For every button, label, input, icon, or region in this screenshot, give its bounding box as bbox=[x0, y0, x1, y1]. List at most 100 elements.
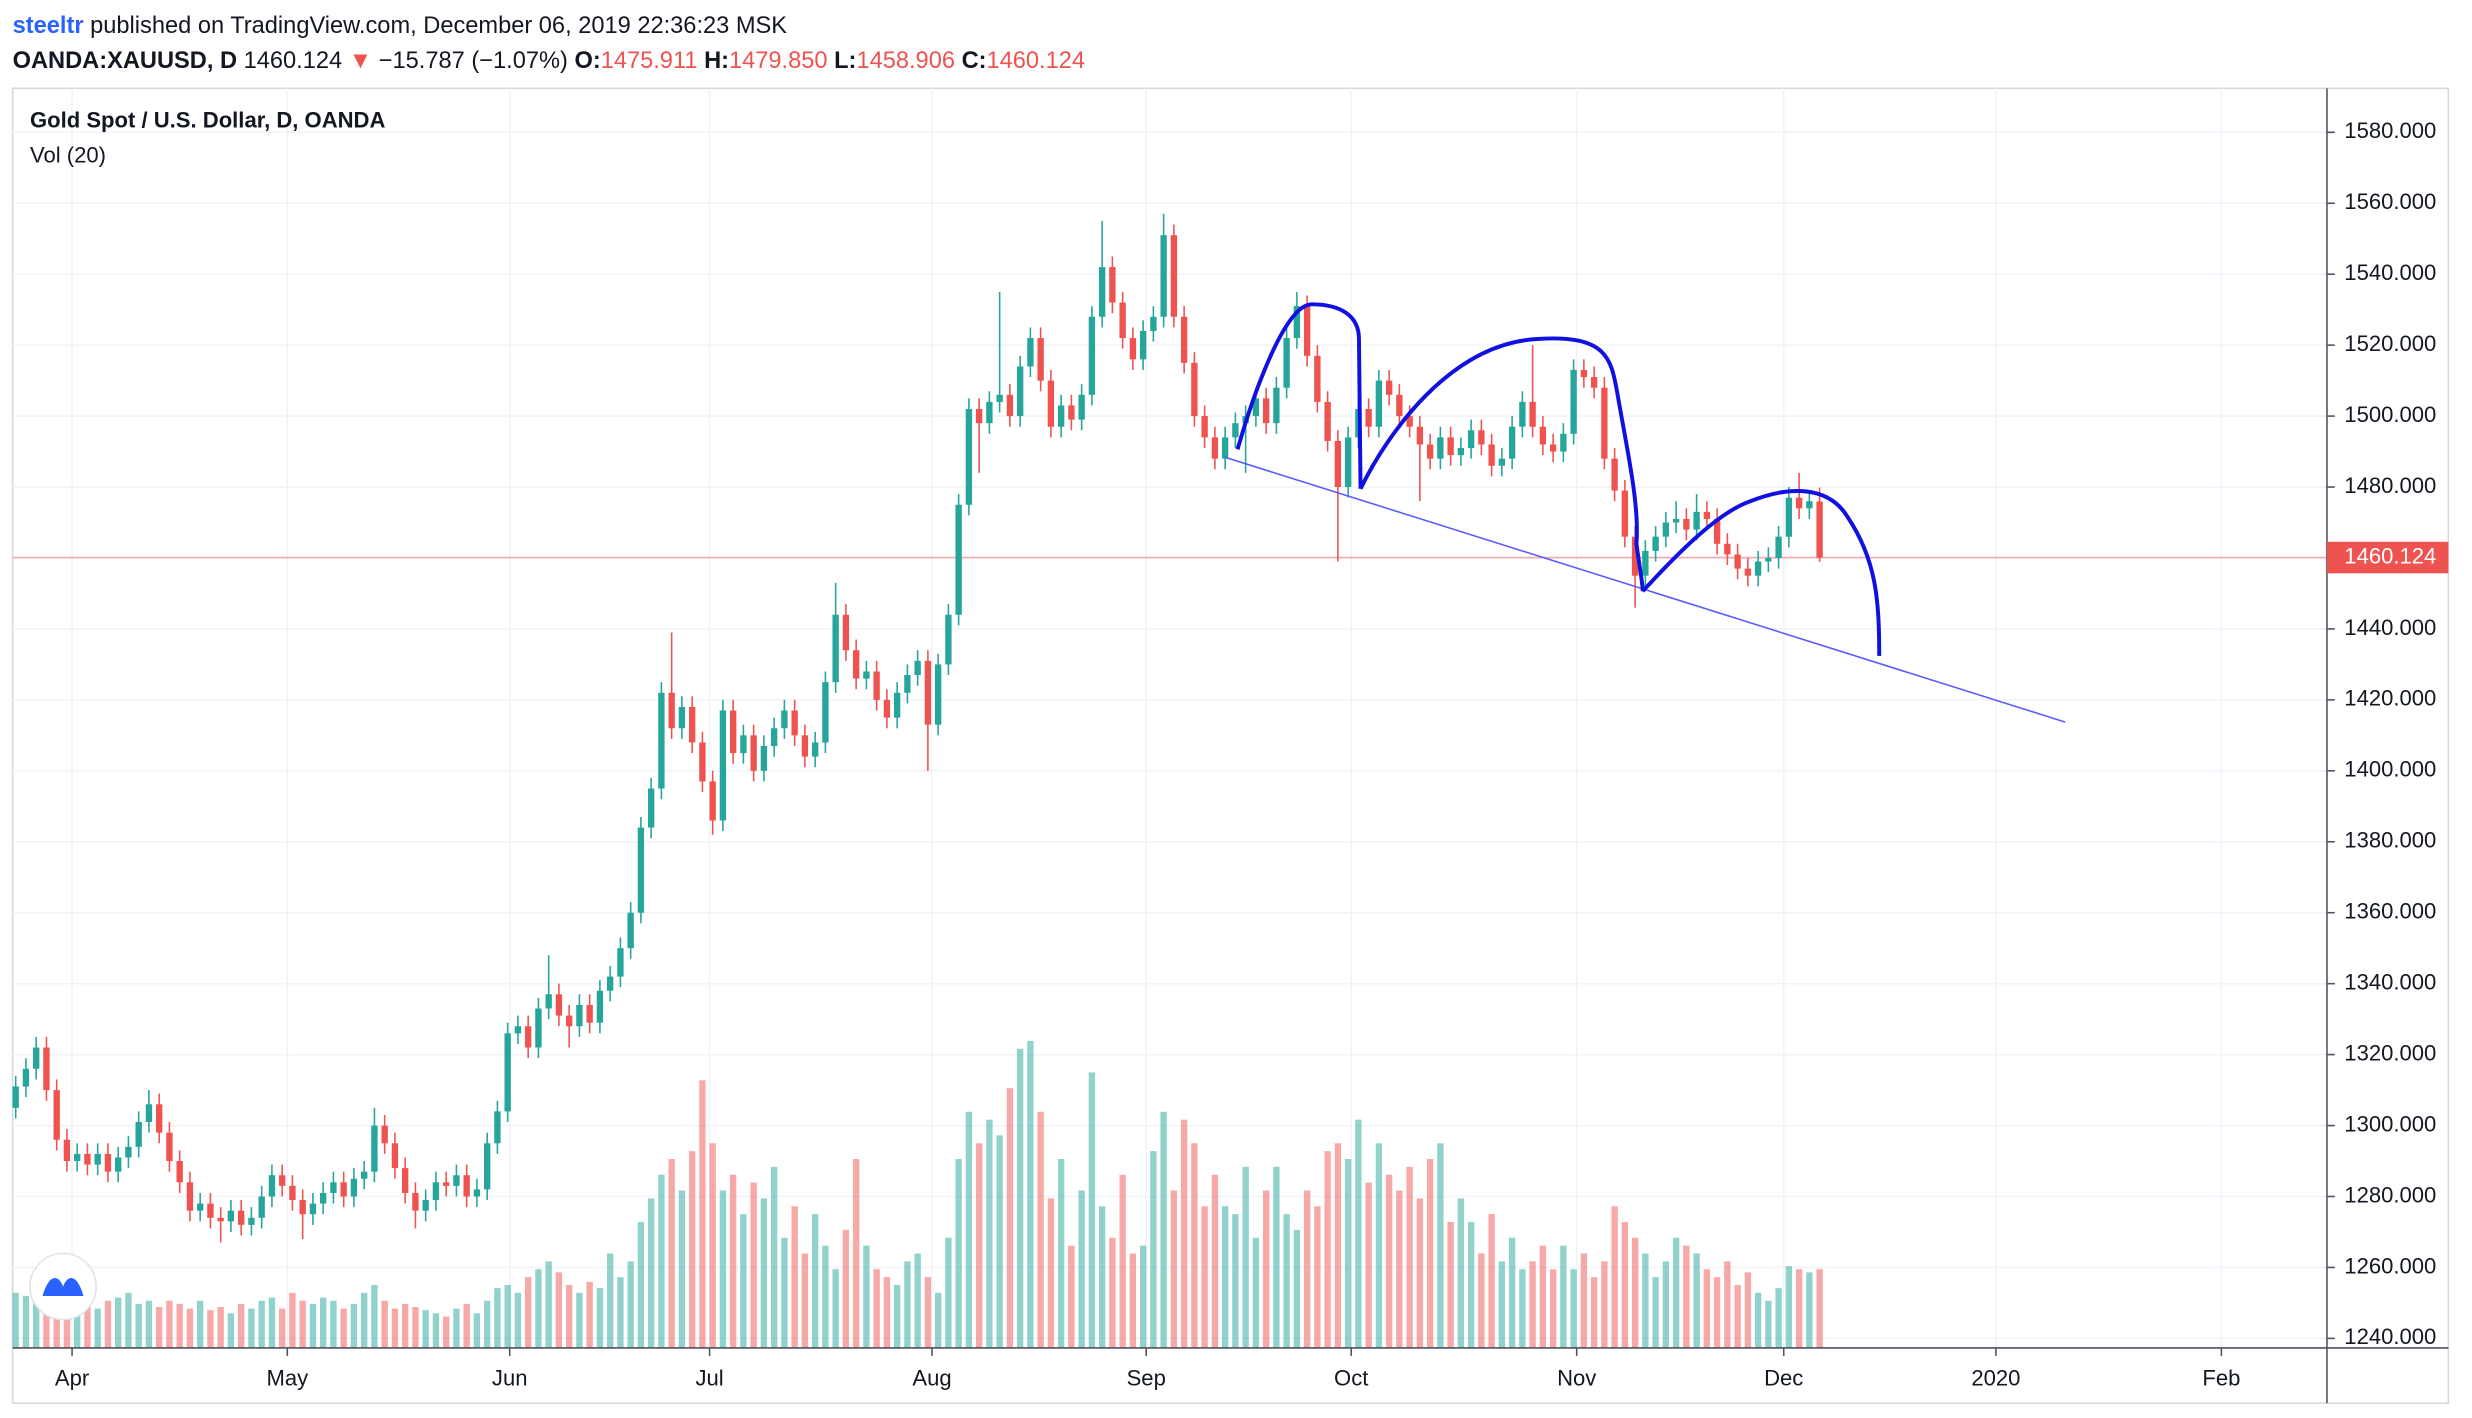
candle-body bbox=[340, 1182, 347, 1197]
arrow: ▼ bbox=[349, 48, 372, 74]
volume-bar bbox=[555, 1272, 563, 1348]
candle-body bbox=[1006, 394, 1014, 417]
volume-bar bbox=[760, 1198, 768, 1348]
volume-bar bbox=[1201, 1206, 1208, 1348]
candle-body bbox=[1611, 458, 1618, 491]
last-price-box bbox=[2326, 541, 2449, 574]
candle-body bbox=[576, 1004, 583, 1027]
volume-bar bbox=[1375, 1143, 1383, 1348]
candle-body bbox=[289, 1185, 296, 1201]
volume-bar bbox=[945, 1237, 952, 1348]
x-tick-label: Feb bbox=[2202, 1365, 2240, 1390]
candle-body bbox=[412, 1192, 419, 1211]
x-tick-label: Apr bbox=[55, 1365, 89, 1390]
volume-bar bbox=[1057, 1159, 1065, 1348]
candle-body bbox=[801, 735, 809, 757]
candle-body bbox=[463, 1175, 470, 1197]
candle-body bbox=[1775, 536, 1782, 558]
candle-body bbox=[1724, 543, 1731, 555]
volume-bar bbox=[781, 1237, 788, 1348]
volume-bar bbox=[883, 1277, 891, 1348]
candle-body bbox=[237, 1210, 245, 1225]
candle-body bbox=[1016, 366, 1024, 417]
volume-bar bbox=[197, 1300, 204, 1348]
candle-body bbox=[494, 1111, 501, 1144]
volume-bar bbox=[1068, 1245, 1075, 1348]
candle-body bbox=[647, 788, 655, 828]
volume-bar bbox=[719, 1190, 727, 1348]
x-tick-label: Jun bbox=[492, 1365, 528, 1390]
volume-bar bbox=[1262, 1190, 1270, 1348]
volume-bar bbox=[1447, 1222, 1454, 1348]
author[interactable]: steeltr bbox=[13, 13, 84, 39]
candle-body bbox=[822, 682, 829, 743]
volume-bar bbox=[1324, 1151, 1331, 1348]
candle-body bbox=[975, 408, 983, 424]
low: 1458.906 bbox=[856, 48, 955, 74]
volume-bar bbox=[1478, 1253, 1485, 1348]
candle-body bbox=[125, 1146, 132, 1158]
candle-body bbox=[1211, 437, 1219, 459]
high: 1479.850 bbox=[729, 48, 828, 74]
volume-bar bbox=[115, 1297, 122, 1348]
volume-bar bbox=[135, 1303, 142, 1348]
candle-body bbox=[197, 1203, 204, 1211]
candle-body bbox=[1375, 380, 1383, 427]
y-tick-label: 1300.000 bbox=[2344, 1111, 2436, 1136]
volume-bar bbox=[371, 1284, 378, 1348]
volume-bar bbox=[873, 1269, 880, 1348]
volume-bar bbox=[770, 1166, 778, 1348]
candle-body bbox=[1519, 401, 1526, 427]
volume-bar bbox=[1180, 1119, 1188, 1348]
candle-body bbox=[186, 1182, 194, 1211]
logo[interactable] bbox=[29, 1252, 97, 1321]
volume-bar bbox=[1519, 1269, 1526, 1348]
curve-right[interactable] bbox=[1641, 489, 1882, 656]
volume-bar bbox=[1109, 1237, 1116, 1348]
candle-body bbox=[63, 1139, 71, 1162]
candle-body bbox=[1816, 501, 1823, 558]
frame bbox=[11, 87, 2450, 1404]
candle-body bbox=[945, 614, 952, 665]
volume-bar bbox=[104, 1300, 112, 1348]
volume-bar bbox=[1611, 1206, 1618, 1348]
curve-head[interactable] bbox=[1358, 336, 1645, 592]
candle-body bbox=[248, 1217, 255, 1225]
volume-bar bbox=[1139, 1245, 1147, 1348]
volume-bar bbox=[1642, 1253, 1649, 1348]
candle-body bbox=[904, 675, 911, 693]
candle-body bbox=[1293, 306, 1301, 339]
volume-bar bbox=[1221, 1206, 1229, 1348]
volume-bar bbox=[1232, 1214, 1239, 1348]
candle-body bbox=[1129, 338, 1137, 360]
volume-bar bbox=[360, 1292, 368, 1348]
candle-body bbox=[1426, 444, 1434, 459]
candle-body bbox=[658, 692, 665, 789]
candle-body bbox=[914, 660, 921, 676]
candle-body bbox=[770, 728, 778, 746]
curve-left[interactable] bbox=[1235, 302, 1363, 489]
candle-body bbox=[1201, 416, 1208, 438]
candle-body bbox=[617, 948, 624, 977]
y-tick-label: 1440.000 bbox=[2344, 615, 2436, 640]
candle-body bbox=[33, 1047, 40, 1069]
volume-bar bbox=[1560, 1245, 1567, 1348]
candle-body bbox=[1324, 401, 1331, 441]
volume-bar bbox=[1488, 1214, 1495, 1348]
volume-bar bbox=[432, 1313, 440, 1348]
y-tick-label: 1580.000 bbox=[2344, 118, 2436, 143]
candle-body bbox=[1088, 316, 1096, 395]
volume-bar bbox=[43, 1300, 50, 1348]
volume-bar bbox=[1744, 1272, 1752, 1348]
legend-volume: Vol (20) bbox=[30, 142, 106, 167]
drawings bbox=[1224, 302, 2066, 723]
volume-bar bbox=[832, 1269, 839, 1348]
volume-bar bbox=[401, 1303, 409, 1348]
volume-bar bbox=[852, 1159, 860, 1348]
volume-bar bbox=[1355, 1119, 1362, 1348]
candle-body bbox=[596, 990, 604, 1023]
volume-bar bbox=[647, 1198, 655, 1348]
volume-bar bbox=[1683, 1245, 1690, 1348]
